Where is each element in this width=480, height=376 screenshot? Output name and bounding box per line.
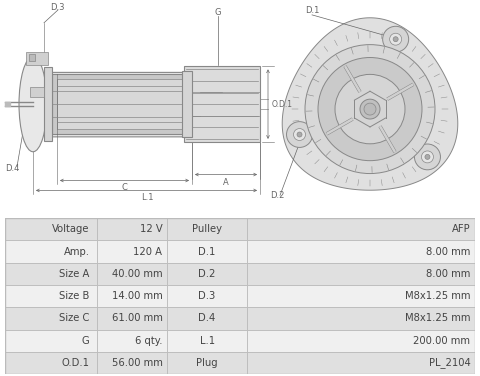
Circle shape	[383, 26, 408, 52]
Text: D.2: D.2	[270, 191, 284, 200]
Text: 56.00 mm: 56.00 mm	[111, 358, 162, 368]
Bar	[44, 67, 52, 141]
Bar	[96, 285, 167, 307]
Polygon shape	[52, 74, 190, 134]
Polygon shape	[48, 73, 190, 137]
Bar	[247, 263, 475, 285]
Bar	[247, 240, 475, 263]
Bar	[184, 67, 260, 142]
Bar	[167, 285, 247, 307]
Text: D.4: D.4	[5, 164, 19, 173]
Text: D.2: D.2	[198, 269, 216, 279]
Circle shape	[318, 58, 422, 161]
Text: Pulley: Pulley	[192, 224, 222, 234]
Text: D.1: D.1	[198, 247, 216, 256]
Bar	[247, 352, 475, 374]
Circle shape	[297, 132, 302, 137]
Bar	[167, 352, 247, 374]
Text: Amp.: Amp.	[63, 247, 89, 256]
Text: Size A: Size A	[59, 269, 89, 279]
Text: Voltage: Voltage	[52, 224, 89, 234]
Text: L.1: L.1	[141, 193, 153, 202]
Bar	[96, 352, 167, 374]
Text: 8.00 mm: 8.00 mm	[426, 247, 470, 256]
Text: 6 qty.: 6 qty.	[135, 336, 162, 346]
Text: Plug: Plug	[196, 358, 218, 368]
Circle shape	[421, 151, 433, 163]
Text: M8x1.25 mm: M8x1.25 mm	[405, 291, 470, 301]
Bar	[96, 240, 167, 263]
Circle shape	[414, 144, 441, 170]
Bar	[96, 307, 167, 329]
Text: 40.00 mm: 40.00 mm	[112, 269, 162, 279]
Bar	[5, 285, 96, 307]
Text: D.1: D.1	[305, 6, 319, 15]
Bar	[5, 329, 96, 352]
Bar	[5, 240, 96, 263]
Bar	[167, 263, 247, 285]
Text: G: G	[215, 8, 221, 17]
Text: D.3: D.3	[50, 3, 64, 12]
Text: 200.00 mm: 200.00 mm	[413, 336, 470, 346]
Text: C: C	[121, 183, 127, 193]
Text: 120 A: 120 A	[133, 247, 162, 256]
Bar	[29, 53, 35, 62]
Bar	[26, 52, 48, 65]
Text: D.3: D.3	[198, 291, 216, 301]
Text: 14.00 mm: 14.00 mm	[112, 291, 162, 301]
Polygon shape	[190, 73, 200, 135]
Bar	[247, 285, 475, 307]
Bar	[167, 307, 247, 329]
Bar	[96, 329, 167, 352]
Circle shape	[360, 99, 380, 119]
Circle shape	[287, 122, 312, 147]
Circle shape	[393, 37, 398, 42]
Bar	[96, 218, 167, 240]
Circle shape	[390, 33, 402, 45]
Ellipse shape	[19, 56, 47, 152]
Bar	[167, 218, 247, 240]
Bar	[182, 71, 192, 137]
Text: M8x1.25 mm: M8x1.25 mm	[405, 313, 470, 323]
Bar	[5, 307, 96, 329]
Bar	[167, 329, 247, 352]
Bar	[247, 307, 475, 329]
Bar	[96, 263, 167, 285]
Circle shape	[364, 103, 376, 115]
Text: Size C: Size C	[59, 313, 89, 323]
Bar	[247, 329, 475, 352]
Text: PL_2104: PL_2104	[429, 358, 470, 368]
Bar	[167, 240, 247, 263]
Bar	[247, 218, 475, 240]
Circle shape	[425, 155, 430, 159]
Text: 12 V: 12 V	[140, 224, 162, 234]
Text: O.D.1: O.D.1	[272, 100, 293, 109]
Polygon shape	[57, 79, 185, 129]
Text: 8.00 mm: 8.00 mm	[426, 269, 470, 279]
Circle shape	[294, 129, 306, 141]
Text: 61.00 mm: 61.00 mm	[111, 313, 162, 323]
Text: G: G	[82, 336, 89, 346]
Text: A: A	[223, 177, 229, 186]
Bar	[30, 87, 44, 97]
Bar	[5, 263, 96, 285]
Bar	[5, 218, 96, 240]
Text: L.1: L.1	[200, 336, 215, 346]
Polygon shape	[282, 18, 458, 190]
Circle shape	[305, 45, 435, 174]
Text: AFP: AFP	[452, 224, 470, 234]
Text: D.4: D.4	[198, 313, 216, 323]
Text: O.D.1: O.D.1	[61, 358, 89, 368]
Polygon shape	[5, 102, 10, 106]
Text: Size B: Size B	[59, 291, 89, 301]
Circle shape	[335, 74, 405, 144]
Bar	[5, 352, 96, 374]
